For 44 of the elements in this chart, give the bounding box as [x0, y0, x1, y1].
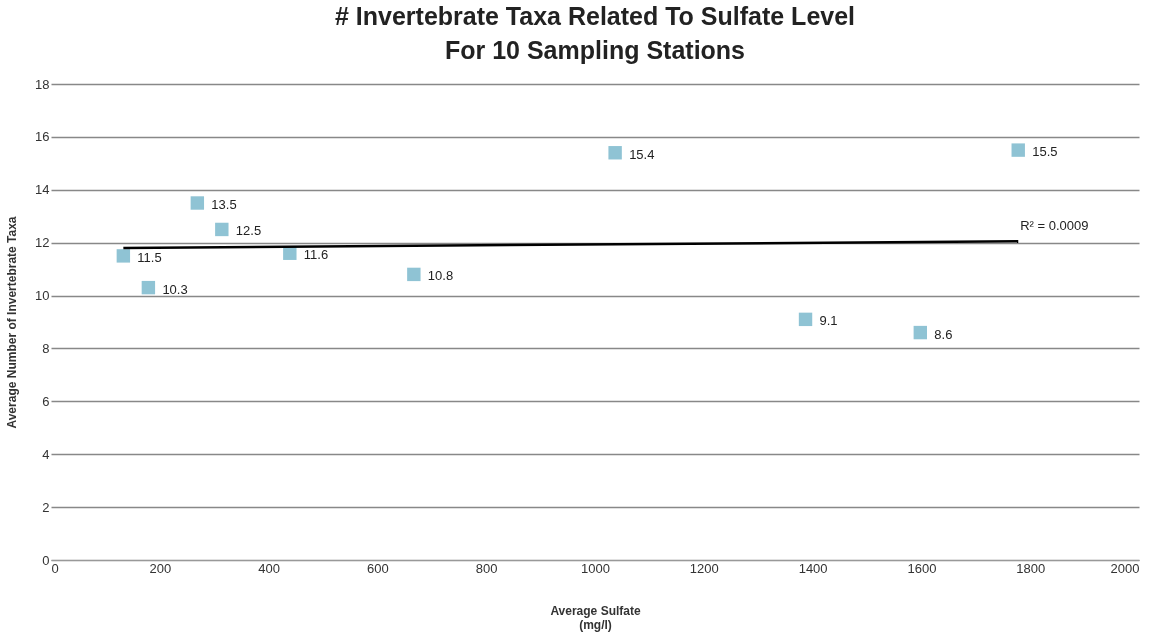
x-tick-label: 2000 — [1110, 560, 1140, 576]
y-tick-label: 8 — [42, 340, 50, 356]
data-label: 12.5 — [235, 223, 262, 239]
data-label: 15.5 — [1032, 144, 1058, 160]
text: (mg/l) — [579, 617, 612, 632]
x-tick-label: 400 — [258, 560, 280, 576]
data-label: 11.5 — [137, 249, 162, 265]
y-tick-label: 2 — [42, 499, 50, 515]
x-tick-label: 800 — [475, 560, 498, 576]
point — [190, 196, 205, 210]
data-label: 13.5 — [211, 197, 237, 212]
point — [913, 325, 928, 340]
y-tick-label: 14 — [35, 182, 50, 198]
y-tick-label: 10 — [35, 288, 50, 304]
data-label: 10.3 — [162, 281, 188, 297]
data-label: 8.6 — [934, 326, 953, 342]
y-tick-label: 4 — [42, 446, 50, 462]
point — [798, 312, 813, 327]
x-tick-label: 1200 — [689, 560, 719, 576]
y-axis-title: Average Number of Invertebrate Taxa — [5, 216, 20, 429]
text: Average Sulfate — [550, 603, 641, 618]
data-label: 11.6 — [303, 247, 329, 263]
y-tick-label: 18 — [35, 76, 50, 92]
data-label: 15.4 — [629, 146, 655, 162]
x-tick-label: 600 — [367, 560, 389, 576]
text: For 10 Sampling Stations — [444, 36, 746, 64]
point — [116, 249, 131, 263]
data-label: 9.1 — [819, 313, 838, 329]
point — [215, 222, 229, 237]
text: # Invertebrate Taxa Related To Sulfate Level — [334, 2, 856, 30]
annotation: R² = 0.0009 — [1020, 218, 1089, 234]
point — [407, 267, 421, 282]
y-tick-label: 12 — [35, 235, 50, 251]
data-label: 10.8 — [427, 268, 454, 284]
y-tick-label: 16 — [35, 129, 50, 145]
point — [1011, 143, 1025, 157]
x-tick-label: 1600 — [907, 560, 937, 576]
x-tick-label: 1800 — [1016, 560, 1046, 576]
x-tick-label: 1000 — [581, 560, 610, 576]
point — [608, 146, 622, 160]
x-tick-label: 200 — [149, 560, 172, 576]
y-tick-label: 6 — [42, 393, 50, 409]
x-tick-label: 1400 — [798, 560, 828, 576]
point — [141, 280, 156, 295]
